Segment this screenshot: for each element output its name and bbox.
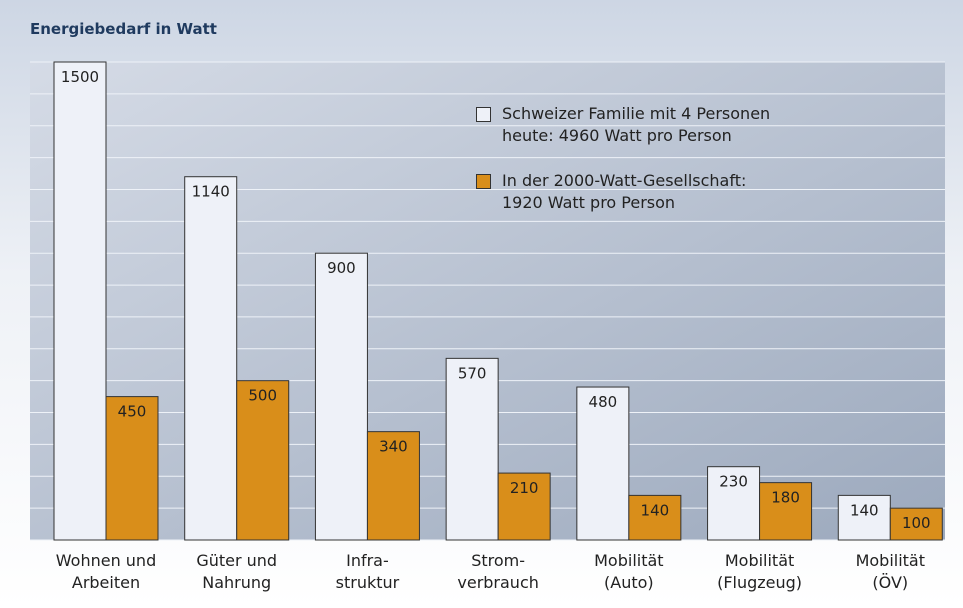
value-label: 900 <box>327 259 356 277</box>
value-label: 140 <box>641 501 670 519</box>
value-label: 140 <box>850 501 879 519</box>
value-label: 210 <box>510 479 539 497</box>
bar <box>628 494 682 541</box>
value-label: 1140 <box>192 183 230 201</box>
value-label: 100 <box>902 514 931 532</box>
legend-label: Schweizer Familie mit 4 Personen heute: … <box>502 104 771 145</box>
bar <box>445 357 499 541</box>
bar <box>837 494 891 541</box>
x-tick-label: Infra- struktur <box>335 551 400 592</box>
x-tick-label: Mobilität (Flugzeug) <box>717 551 803 592</box>
bar <box>366 431 420 541</box>
value-label: 450 <box>118 403 147 421</box>
value-label: 1500 <box>61 68 99 86</box>
value-label: 500 <box>248 387 277 405</box>
bar <box>576 386 630 541</box>
legend-swatch <box>476 107 491 122</box>
legend-label: In der 2000-Watt-Gesellschaft: 1920 Watt… <box>502 171 747 212</box>
x-tick-label: Mobilität (Auto) <box>594 551 664 592</box>
bar <box>759 482 813 541</box>
bar <box>53 61 107 541</box>
x-tick-label: Mobilität (ÖV) <box>855 551 925 592</box>
value-label: 340 <box>379 438 408 456</box>
bar <box>105 396 159 541</box>
bar <box>184 176 238 541</box>
x-tick-label: Wohnen und Arbeiten <box>55 551 157 592</box>
value-label: 180 <box>771 489 800 507</box>
bar <box>236 380 290 541</box>
value-label: 230 <box>719 473 748 491</box>
chart-title: Energiebedarf in Watt <box>30 20 217 38</box>
x-tick-label: Güter und Nahrung <box>196 551 278 592</box>
bar <box>497 472 551 541</box>
legend-swatch <box>476 174 491 189</box>
bar <box>707 466 761 541</box>
value-label: 570 <box>458 364 487 382</box>
bar <box>889 507 943 541</box>
bar <box>314 252 368 541</box>
x-tick-label: Strom- verbrauch <box>457 551 539 592</box>
value-label: 480 <box>589 393 618 411</box>
